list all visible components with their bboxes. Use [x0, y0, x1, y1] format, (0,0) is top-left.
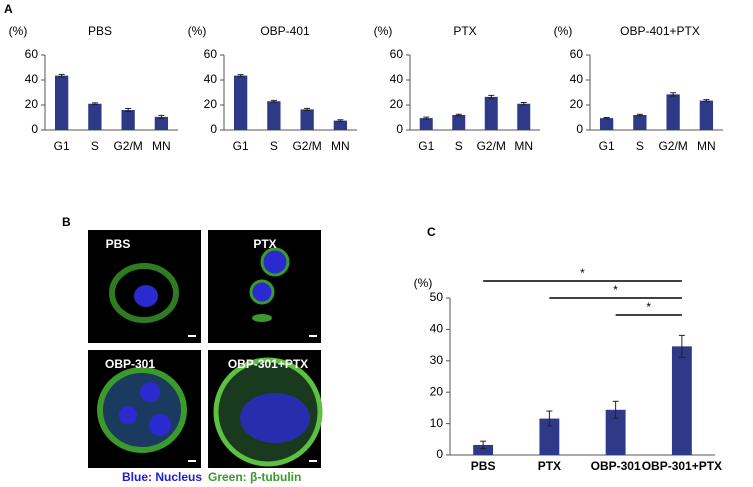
y-tick-label: 20: [390, 97, 404, 111]
y-tick-label: 30: [430, 353, 444, 367]
x-tick-label: G1: [599, 139, 615, 153]
y-unit: (%): [374, 24, 393, 38]
y-tick-label: 0: [210, 122, 217, 136]
x-tick-label: PBS: [471, 459, 496, 473]
y-unit: (%): [414, 276, 433, 290]
bar: [633, 115, 647, 130]
significance-label: *: [646, 300, 651, 314]
bar: [517, 103, 531, 130]
y-tick-label: 20: [430, 384, 444, 398]
x-tick-label: G1: [233, 139, 249, 153]
bar: [267, 101, 281, 130]
bar: [699, 100, 714, 130]
bar: [121, 110, 135, 130]
bar: [671, 346, 692, 455]
bar: [473, 444, 494, 455]
y-tick-label: 10: [430, 416, 444, 430]
x-tick-label: PTX: [538, 459, 561, 473]
x-tick-label: G2/M: [292, 139, 321, 153]
x-tick-label: MN: [697, 139, 716, 153]
y-unit: (%): [554, 24, 573, 38]
caption-blue: Blue: Nucleus: [122, 470, 202, 484]
bar: [484, 96, 498, 130]
chart-title: PBS: [88, 24, 112, 38]
y-tick-label: 40: [430, 322, 444, 336]
x-tick-label: OBP-301+PTX: [642, 459, 722, 473]
x-tick-label: MN: [152, 139, 171, 153]
y-tick-label: 40: [25, 72, 39, 86]
x-tick-label: S: [91, 139, 99, 153]
y-tick-label: 20: [204, 97, 218, 111]
x-tick-label: MN: [514, 139, 533, 153]
x-tick-label: S: [636, 139, 644, 153]
panel-label: A: [4, 2, 13, 16]
chart-title: PTX: [453, 24, 476, 38]
y-tick-label: 60: [204, 47, 218, 61]
y-tick-label: 40: [390, 72, 404, 86]
x-tick-label: G2/M: [113, 139, 142, 153]
x-tick-label: OBP-301: [591, 459, 641, 473]
caption-green: Green: β-tubulin: [208, 470, 301, 484]
bar: [419, 118, 433, 130]
significance-label: *: [613, 283, 618, 297]
bar: [539, 418, 560, 455]
micrographs: [88, 230, 323, 468]
bar: [605, 409, 626, 455]
chart-title: OBP-401+PTX: [620, 24, 700, 38]
bar: [300, 109, 314, 130]
image-label: OBP-301: [105, 357, 155, 371]
bar: [88, 103, 102, 130]
bar: [154, 116, 169, 130]
x-tick-label: G1: [54, 139, 70, 153]
bar: [666, 94, 680, 130]
bar: [333, 120, 348, 130]
x-tick-label: G1: [418, 139, 434, 153]
y-tick-label: 0: [396, 122, 403, 136]
y-tick-label: 40: [204, 72, 218, 86]
bar: [54, 75, 69, 130]
y-unit: (%): [188, 24, 207, 38]
y-unit: (%): [9, 24, 28, 38]
image-label: PTX: [253, 237, 276, 251]
x-tick-label: MN: [331, 139, 350, 153]
y-tick-label: 60: [25, 47, 39, 61]
bar: [452, 115, 466, 130]
image-label: PBS: [106, 237, 131, 251]
x-tick-label: G2/M: [477, 139, 506, 153]
y-tick-label: 50: [430, 290, 444, 304]
x-tick-label: G2/M: [658, 139, 687, 153]
panel-label: B: [62, 215, 71, 229]
significance-label: *: [580, 266, 585, 280]
y-tick-label: 40: [570, 72, 584, 86]
bar: [233, 75, 248, 130]
x-tick-label: S: [270, 139, 278, 153]
y-tick-label: 60: [570, 47, 584, 61]
y-tick-label: 0: [31, 122, 38, 136]
image-label: OBP-301+PTX: [228, 357, 308, 371]
y-tick-label: 20: [25, 97, 39, 111]
y-tick-label: 20: [570, 97, 584, 111]
chart-title: OBP-401: [260, 24, 310, 38]
x-tick-label: S: [455, 139, 463, 153]
y-tick-label: 0: [436, 447, 443, 461]
y-tick-label: 60: [390, 47, 404, 61]
panel-label: C: [427, 225, 436, 239]
bar: [599, 118, 614, 130]
y-tick-label: 0: [576, 122, 583, 136]
